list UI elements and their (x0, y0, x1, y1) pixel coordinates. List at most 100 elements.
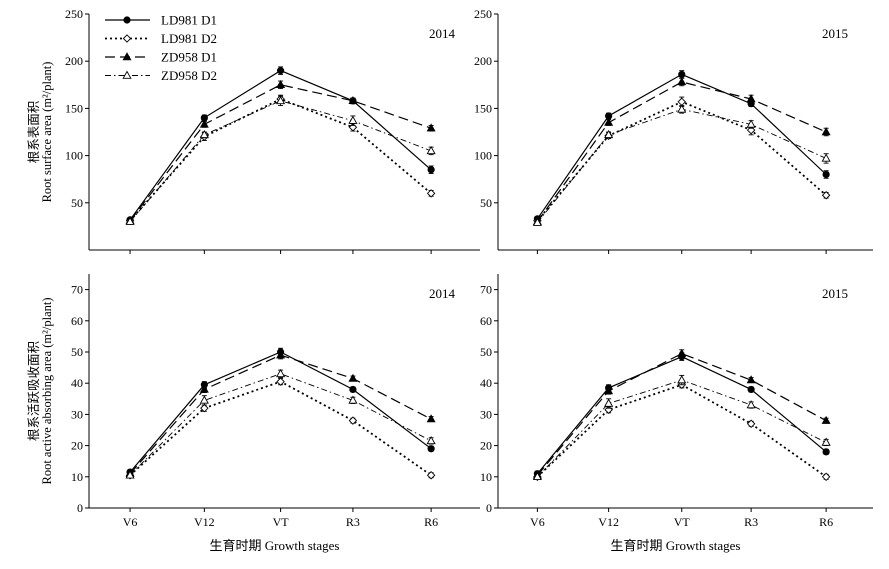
series-ld_d1 (126, 66, 435, 224)
marker-open-triangle (276, 368, 286, 378)
marker-filled-circle (822, 170, 830, 179)
series-line (536, 383, 827, 478)
marker-open-triangle (199, 129, 209, 139)
marker-open-triangle (821, 437, 831, 446)
marker-filled-circle (678, 70, 686, 79)
series-line (536, 81, 827, 223)
marker-filled-triangle (426, 414, 436, 423)
marker-open-triangle (348, 115, 358, 124)
panel-0-0: 50 100 150 200 250 根系表面积 Root surface area (m²… (27, 7, 480, 254)
y-tick-label: 50 (480, 196, 492, 210)
marker-open-diamond (200, 403, 209, 413)
y-tick-label: 70 (480, 283, 492, 297)
y-axis-label-en: Root active absorbing area (m²/plant) (40, 297, 54, 484)
legend: LD981 D1 LD981 D2 ZD958 D1 ZD958 D2 (105, 13, 217, 83)
marker-open-triangle (122, 70, 132, 79)
panel-1-0: 0 10 20 30 40 50 60 70 V6 V12 VT R3 R6 生育时期 Growth st… (27, 274, 480, 553)
x-axis-label: 生育时期 Growth stages (611, 538, 741, 553)
marker-filled-triangle (199, 384, 209, 393)
y-tick-label: 40 (71, 376, 83, 390)
series-line (537, 108, 827, 223)
series-line (129, 373, 432, 476)
y-tick-label: 250 (474, 7, 492, 21)
y-axis-label-en: Root surface area (m²/plant) (40, 62, 54, 203)
x-tick-label: V6 (123, 515, 138, 529)
marker-open-triangle (199, 395, 209, 404)
marker-open-triangle (821, 153, 831, 162)
series-ld_d1 (533, 70, 830, 223)
marker-filled-triangle (348, 96, 358, 105)
marker-filled-circle (822, 448, 830, 456)
marker-filled-circle (123, 16, 131, 24)
series-ld_d2 (125, 94, 436, 225)
y-tick-label: 0 (486, 501, 492, 515)
marker-open-triangle (604, 398, 614, 407)
marker-open-triangle (604, 129, 614, 139)
marker-filled-triangle (677, 348, 687, 357)
marker-filled-circle (747, 385, 755, 394)
series-line (536, 73, 827, 220)
marker-open-diamond (821, 191, 831, 200)
x-axis-label: 生育时期 Growth stages (210, 538, 340, 553)
marker-open-diamond (426, 189, 436, 198)
y-tick-label: 150 (65, 101, 83, 115)
y-tick-label: 50 (480, 345, 492, 359)
marker-open-diamond (276, 377, 285, 386)
legend-label: LD981 D1 (161, 13, 217, 28)
marker-filled-circle (349, 385, 357, 394)
series-line (129, 69, 432, 221)
series-line (537, 379, 827, 478)
year-label: 2014 (429, 26, 456, 41)
series-ld_d1 (126, 347, 435, 476)
series-zd_d2 (532, 374, 831, 481)
x-tick-label: R6 (819, 515, 833, 529)
marker-open-triangle (677, 375, 687, 384)
marker-open-triangle (677, 104, 687, 113)
y-tick-label: 50 (71, 345, 83, 359)
series-line (536, 352, 827, 476)
y-tick-label: 60 (480, 314, 492, 328)
marker-filled-triangle (276, 79, 286, 88)
y-tick-label: 100 (65, 149, 83, 163)
legend-label: ZD958 D2 (161, 68, 217, 83)
marker-open-diamond (746, 419, 756, 428)
series-zd_d2 (125, 95, 436, 225)
series-line (129, 100, 432, 222)
marker-open-triangle (746, 119, 756, 128)
x-tick-label: V12 (598, 515, 619, 529)
y-tick-label: 40 (480, 376, 492, 390)
marker-open-diamond (821, 472, 831, 482)
x-tick-label: V6 (530, 515, 545, 529)
series-zd_d1 (532, 348, 831, 479)
marker-filled-circle (427, 445, 435, 453)
y-tick-label: 150 (474, 101, 492, 115)
x-tick-label: VT (674, 515, 691, 529)
marker-open-diamond (348, 416, 358, 425)
marker-open-diamond (746, 125, 756, 135)
marker-filled-triangle (199, 119, 209, 128)
legend-label: ZD958 D1 (161, 50, 217, 65)
marker-filled-circle (427, 166, 435, 174)
marker-open-triangle (532, 471, 542, 481)
marker-open-diamond (677, 97, 686, 107)
marker-open-triangle (532, 217, 542, 226)
marker-filled-triangle (426, 123, 436, 132)
series-line (536, 356, 827, 475)
y-tick-label: 60 (71, 314, 83, 328)
y-tick-label: 100 (474, 149, 492, 163)
x-tick-label: V12 (194, 515, 215, 529)
year-label: 2014 (429, 286, 456, 301)
y-tick-label: 70 (71, 283, 83, 297)
marker-open-diamond (426, 471, 436, 480)
y-tick-label: 0 (77, 501, 83, 515)
series-ld_d2 (533, 380, 831, 482)
y-tick-label: 20 (480, 439, 492, 453)
y-tick-label: 10 (71, 470, 83, 484)
y-tick-label: 250 (65, 7, 83, 21)
y-tick-label: 50 (71, 196, 83, 210)
series-line (129, 84, 432, 222)
marker-filled-triangle (276, 350, 286, 359)
marker-open-triangle (746, 400, 756, 409)
legend-label: LD981 D2 (161, 31, 217, 46)
